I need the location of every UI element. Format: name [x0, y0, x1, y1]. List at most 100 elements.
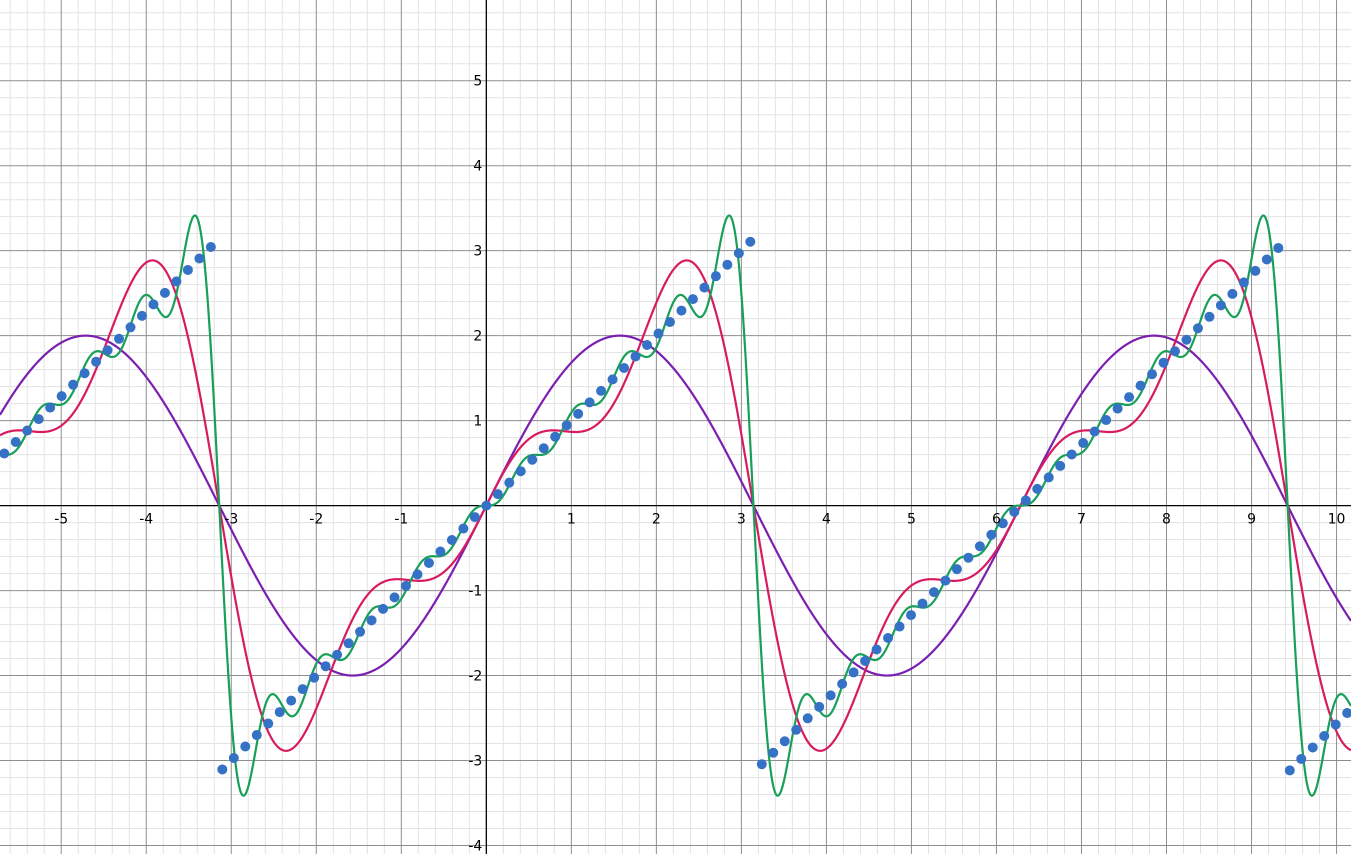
sample-point — [607, 374, 618, 385]
series-layer — [0, 214, 1351, 797]
x-tick-label: -2 — [309, 512, 323, 528]
sample-point — [435, 546, 446, 557]
sample-point — [332, 649, 343, 660]
sample-point — [136, 310, 147, 321]
sample-point — [699, 282, 710, 293]
sample-point — [1112, 403, 1123, 414]
sample-point — [22, 425, 33, 436]
sample-point — [733, 248, 744, 259]
y-tick-label: -3 — [468, 754, 482, 770]
sample-point — [1066, 449, 1077, 460]
sample-point — [1032, 483, 1043, 494]
sample-point — [1296, 753, 1307, 764]
sample-point — [584, 397, 595, 408]
series-line-3-terms — [0, 259, 1351, 752]
sample-point — [263, 718, 274, 729]
x-tick-label: 7 — [1077, 512, 1086, 528]
x-tick-label: -1 — [394, 512, 408, 528]
y-tick-label: 5 — [473, 74, 482, 90]
sample-point — [194, 253, 205, 264]
sample-point — [538, 443, 549, 454]
sample-point — [0, 448, 10, 459]
x-tick-label: -4 — [139, 512, 153, 528]
sample-point — [951, 564, 962, 575]
sample-point — [481, 500, 492, 511]
y-tick-label: 3 — [473, 244, 482, 260]
series-line-1-terms — [0, 334, 1351, 677]
sample-point — [1192, 323, 1203, 334]
sample-point — [1089, 426, 1100, 437]
sample-point — [1273, 242, 1284, 253]
sample-point — [619, 362, 630, 373]
sample-point — [504, 477, 515, 488]
sample-point — [561, 420, 572, 431]
sample-point — [825, 690, 836, 701]
x-tick-label: 9 — [1247, 512, 1256, 528]
sample-point — [91, 356, 102, 367]
y-tick-label: 1 — [473, 414, 482, 430]
sample-point — [814, 701, 825, 712]
sample-point — [297, 684, 308, 695]
sample-point — [573, 408, 584, 419]
sample-point — [928, 587, 939, 598]
sample-point — [286, 695, 297, 706]
sample-point — [1330, 719, 1341, 730]
sample-point — [469, 512, 480, 523]
sample-point — [251, 730, 262, 741]
sample-point — [56, 391, 67, 402]
sample-point — [1078, 437, 1089, 448]
sample-point — [1238, 277, 1249, 288]
sample-point — [309, 672, 320, 683]
sample-point — [527, 454, 538, 465]
sample-point — [974, 541, 985, 552]
sample-point — [745, 236, 756, 247]
sample-point — [779, 736, 790, 747]
sample-point — [1170, 346, 1180, 357]
sample-point — [446, 535, 457, 546]
x-tick-label: 6 — [992, 512, 1001, 528]
sample-point — [515, 466, 526, 477]
x-tick-label: 8 — [1162, 512, 1171, 528]
x-tick-label: 4 — [822, 512, 831, 528]
series-line-10-terms — [0, 214, 1351, 797]
sample-point — [642, 340, 653, 350]
sample-point — [871, 644, 882, 655]
sample-point — [917, 598, 928, 609]
x-tick-label: 3 — [737, 512, 746, 528]
sample-point — [1227, 288, 1238, 299]
sample-points — [0, 236, 1351, 776]
sample-point — [389, 592, 400, 603]
sample-point — [1147, 369, 1158, 380]
sample-point — [423, 557, 434, 568]
sample-point — [205, 242, 216, 253]
sample-point — [1135, 380, 1146, 391]
sample-point — [963, 552, 974, 563]
sample-point — [687, 294, 698, 305]
x-tick-label: 2 — [652, 512, 661, 528]
sample-point — [274, 707, 285, 718]
sample-point — [343, 638, 354, 649]
sample-point — [458, 523, 469, 534]
sample-point — [894, 621, 905, 632]
sample-point — [848, 667, 859, 678]
sample-point — [906, 610, 917, 621]
x-tick-label: 10 — [1328, 512, 1346, 528]
sample-point — [378, 603, 389, 614]
sample-point — [837, 678, 848, 689]
y-tick-label: 2 — [473, 329, 482, 345]
sample-point — [400, 580, 411, 591]
sample-point — [883, 633, 894, 644]
x-tick-label: -5 — [54, 512, 68, 528]
sample-point — [756, 759, 767, 770]
sample-point — [45, 402, 56, 413]
x-tick-label: -3 — [224, 512, 238, 528]
y-tick-label: -4 — [468, 839, 482, 854]
x-tick-label: 5 — [907, 512, 916, 528]
sample-point — [1020, 495, 1031, 506]
sample-point — [412, 569, 423, 580]
sample-point — [986, 529, 997, 540]
sample-point — [1158, 357, 1169, 368]
